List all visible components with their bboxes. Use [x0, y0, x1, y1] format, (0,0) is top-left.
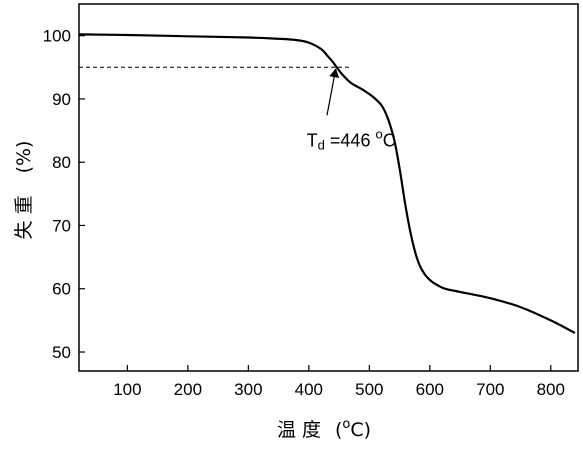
- y-tick-label: 50: [52, 343, 71, 362]
- x-tick-label: 400: [295, 380, 323, 399]
- series-line: [78, 33, 576, 334]
- td-subscript: d: [318, 137, 325, 152]
- x-tick-label: 100: [113, 380, 141, 399]
- x-axis-unit-sup: o: [342, 417, 350, 432]
- x-tick-label: 300: [234, 380, 262, 399]
- x-tick-label: 800: [537, 380, 565, 399]
- x-tick-label: 500: [355, 380, 383, 399]
- y-tick-label: 100: [43, 27, 71, 46]
- y-tick-label: 90: [52, 90, 71, 109]
- td-value: =446: [325, 130, 376, 150]
- y-tick-label: 60: [52, 280, 71, 299]
- y-axis-title-text: 失 重: [13, 195, 35, 239]
- td-main: T: [307, 130, 318, 150]
- td-degree: o: [375, 126, 382, 141]
- plot-area: [78, 3, 579, 372]
- td-annotation: Td =446 oC: [307, 126, 396, 152]
- x-axis-title: 温 度 (oC): [277, 417, 371, 441]
- x-tick-label: 700: [476, 380, 504, 399]
- x-tick-label: 200: [174, 380, 202, 399]
- x-axis-unit-main: C): [350, 419, 371, 441]
- x-tick-label: 600: [416, 380, 444, 399]
- x-axis-unit-open: (: [335, 419, 342, 441]
- y-tick-label: 70: [52, 216, 71, 235]
- plot-frame: [78, 3, 579, 372]
- td-unit: C: [383, 130, 396, 150]
- y-tick-label: 80: [52, 153, 71, 172]
- x-axis-title-text: 温 度: [277, 419, 321, 441]
- ticks-layer: 100 200 300 400 500 600 700 800 50 60 70 80 90 100: [43, 27, 565, 399]
- annotation-arrow: [326, 68, 340, 116]
- y-axis-unit: (%): [13, 141, 35, 174]
- y-axis-title: 失 重 (%): [13, 141, 35, 240]
